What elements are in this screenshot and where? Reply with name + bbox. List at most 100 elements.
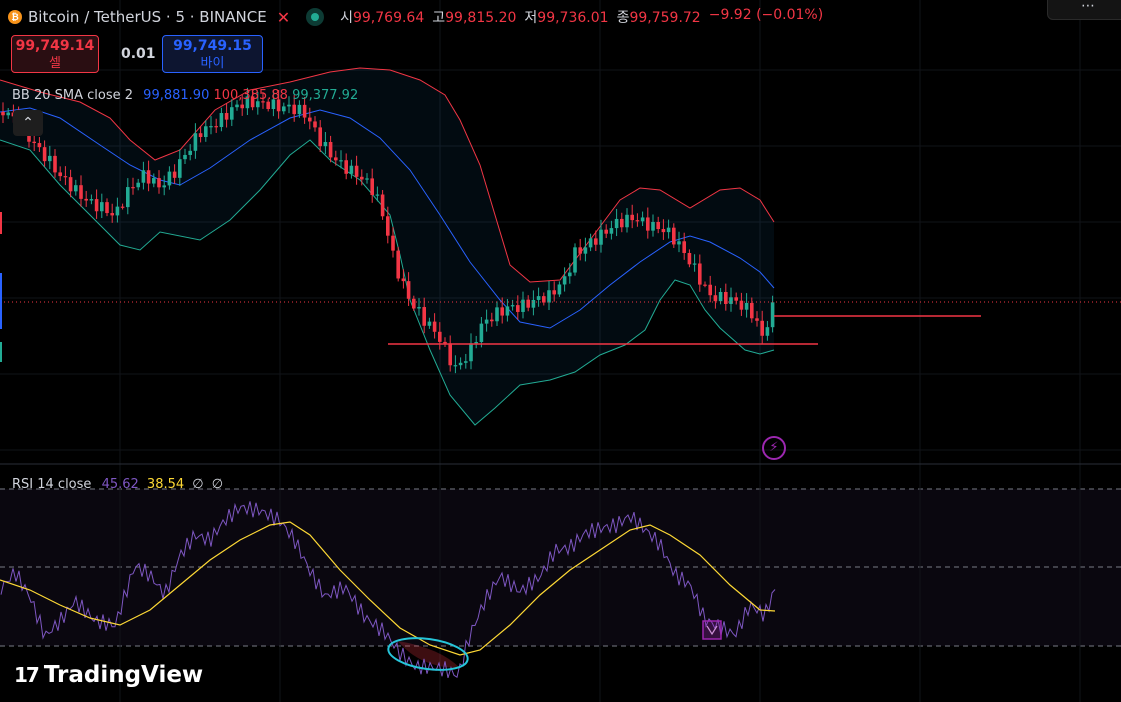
candle	[240, 94, 244, 116]
candle	[360, 169, 364, 186]
market-status-icon[interactable]	[306, 8, 325, 26]
candle	[708, 275, 712, 303]
candle	[526, 295, 530, 312]
candle	[204, 120, 208, 142]
candle	[94, 189, 99, 219]
candle	[656, 216, 660, 234]
price-scale-marker	[0, 342, 2, 362]
candle	[729, 287, 733, 312]
candle	[365, 173, 369, 184]
screenshot-icon[interactable]: ⋯	[1047, 0, 1121, 20]
bb-legend[interactable]: BB 20 SMA close 2 99,881.90 100,385.88 9…	[12, 88, 358, 103]
close-value: 99,759.72	[629, 10, 701, 26]
lightning-icon[interactable]: ⚡	[762, 436, 786, 460]
rsi-value: 45.62	[101, 477, 139, 492]
candle	[750, 297, 754, 323]
sell-label: 셀	[49, 56, 61, 71]
candle	[552, 281, 556, 302]
candle	[703, 281, 707, 288]
candle	[500, 297, 504, 324]
candle	[427, 317, 432, 329]
candle	[672, 223, 676, 248]
candle	[422, 297, 426, 334]
buy-price: 99,749.15	[173, 38, 252, 54]
candle	[604, 224, 608, 239]
candle	[495, 301, 499, 327]
candle	[547, 280, 551, 310]
candle	[120, 203, 125, 210]
candle	[479, 316, 484, 348]
candle	[308, 107, 312, 130]
bollinger-upper-line	[0, 67, 775, 283]
candle	[276, 90, 281, 119]
candle	[370, 168, 374, 203]
candle	[573, 243, 577, 276]
candle	[375, 186, 380, 202]
candle	[250, 92, 255, 111]
candle	[146, 160, 151, 192]
candle	[339, 150, 343, 169]
candle	[74, 179, 78, 196]
candle	[297, 100, 302, 118]
candle	[58, 166, 62, 181]
candle	[136, 178, 140, 191]
tradingview-text: TradingView	[43, 662, 204, 688]
bb-lower-value: 99,377.92	[292, 88, 359, 103]
candle	[292, 95, 296, 122]
candle	[562, 267, 567, 292]
annotation-marker[interactable]	[702, 620, 722, 640]
rsi-empty-value: ∅	[211, 477, 224, 492]
candle	[630, 204, 634, 229]
candle	[131, 177, 135, 195]
candle	[755, 311, 759, 327]
candle	[406, 272, 411, 306]
candle	[302, 96, 307, 124]
candle	[37, 137, 42, 152]
candle	[760, 310, 764, 344]
candle	[724, 283, 728, 311]
candle	[323, 132, 328, 155]
open-label: 시	[340, 10, 353, 26]
ohlc-values: 시99,769.64 고99,815.20 저99,736.01 종99,759…	[340, 7, 823, 27]
candle	[334, 150, 338, 166]
chevron-up-icon[interactable]: ⌃	[13, 110, 43, 136]
candle	[105, 198, 109, 217]
candle	[100, 193, 104, 219]
low-value: 99,736.01	[537, 10, 609, 26]
candle	[677, 231, 681, 253]
candle	[765, 320, 770, 341]
bb-upper-value: 100,385.88	[213, 88, 288, 103]
candle	[458, 357, 463, 370]
candle	[635, 213, 640, 227]
candle	[63, 166, 68, 186]
close-icon[interactable]: ✕	[276, 7, 291, 27]
symbol-title[interactable]: Bitcoin / TetherUS · 5 · BINANCE	[28, 8, 267, 26]
candle	[235, 100, 239, 111]
candle	[152, 173, 156, 188]
candle	[469, 333, 473, 370]
candle	[1, 102, 5, 123]
rsi-legend-name: RSI 14 close	[12, 477, 92, 492]
candle	[256, 91, 260, 115]
buy-label: 바이	[200, 56, 225, 71]
candle	[739, 292, 744, 316]
candle	[651, 214, 655, 237]
candle	[313, 116, 317, 132]
candle	[578, 238, 582, 261]
candle	[505, 298, 510, 322]
candle	[89, 194, 94, 205]
buy-button[interactable]: 99,749.15 바이	[162, 35, 263, 73]
candle	[474, 335, 478, 349]
rsi-legend[interactable]: RSI 14 close 45.62 38.54 ∅ ∅	[12, 477, 223, 492]
candle	[172, 164, 177, 184]
annotation-circle[interactable]	[386, 634, 469, 675]
sell-button[interactable]: 99,749.14 셀	[11, 35, 99, 73]
candle	[516, 295, 520, 320]
candle	[157, 170, 161, 194]
bitcoin-icon[interactable]: ₿	[8, 10, 22, 24]
candle	[344, 153, 348, 180]
rsi-line	[0, 501, 776, 679]
rsi-empty-value: ∅	[192, 477, 204, 492]
candle	[183, 148, 187, 165]
